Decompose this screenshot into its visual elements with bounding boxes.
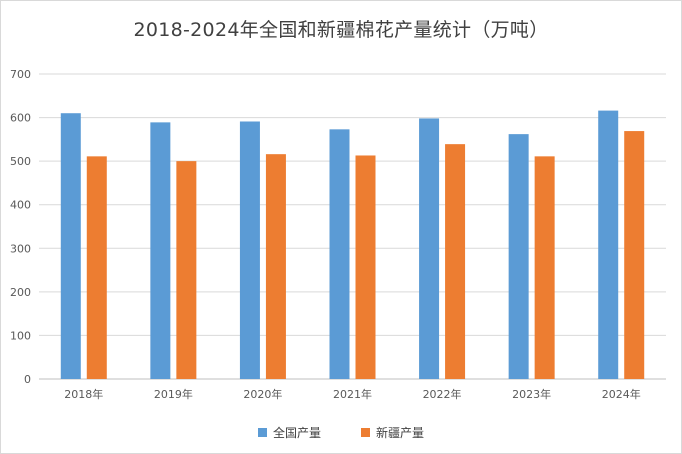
- y-tick-label: 500: [10, 155, 31, 168]
- bar-national: [598, 110, 619, 379]
- chart-legend: 全国产量 新疆产量: [1, 424, 681, 441]
- x-tick-label: 2019年: [154, 387, 193, 401]
- legend-item: 新疆产量: [361, 424, 424, 441]
- bar-national: [329, 129, 350, 379]
- bar-xinjiang: [355, 155, 376, 379]
- legend-label: 全国产量: [272, 426, 321, 440]
- legend-label: 新疆产量: [376, 426, 425, 440]
- bar-xinjiang: [86, 156, 107, 379]
- bar-xinjiang: [534, 156, 555, 379]
- y-tick-label: 400: [10, 199, 31, 212]
- chart-title: 2018-2024年全国和新疆棉花产量统计（万吨）: [133, 19, 549, 41]
- x-tick-label: 2022年: [423, 387, 462, 401]
- bar-national: [508, 134, 529, 379]
- x-tick-label: 2020年: [243, 387, 282, 401]
- bar-xinjiang: [445, 144, 466, 379]
- legend-swatch: [257, 428, 267, 437]
- y-tick-label: 100: [10, 329, 31, 342]
- bar-national: [239, 121, 260, 379]
- legend-item: 全国产量: [257, 424, 321, 441]
- x-tick-label: 2023年: [512, 387, 551, 401]
- x-tick-label: 2024年: [602, 387, 641, 401]
- y-tick-label: 0: [24, 373, 31, 386]
- y-tick-label: 700: [10, 68, 31, 81]
- y-tick-label: 200: [10, 286, 31, 299]
- bar-national: [150, 122, 171, 379]
- bar-national: [419, 118, 440, 379]
- legend-swatch: [361, 428, 370, 437]
- x-tick-label: 2021年: [333, 387, 372, 401]
- y-tick-label: 300: [10, 242, 31, 255]
- y-tick-label: 600: [10, 112, 31, 125]
- bar-xinjiang: [176, 161, 197, 379]
- x-tick-label: 2018年: [64, 387, 103, 401]
- bar-national: [60, 113, 81, 379]
- bar-xinjiang: [624, 131, 645, 379]
- bar-xinjiang: [265, 154, 286, 379]
